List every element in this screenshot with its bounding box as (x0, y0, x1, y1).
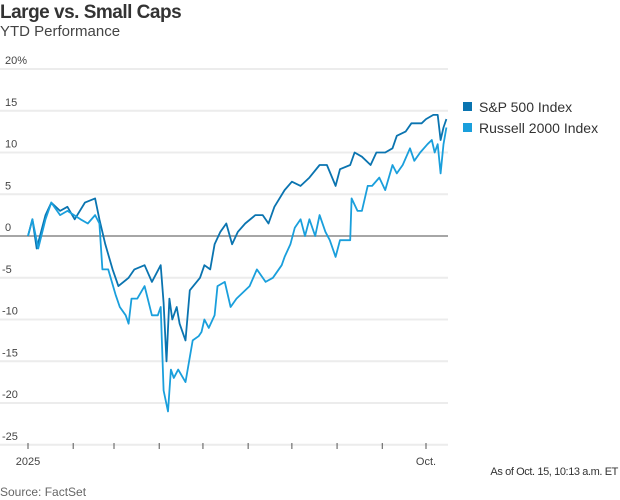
y-tick-label: -15 (2, 347, 18, 359)
legend-item-russell2000: Russell 2000 Index (463, 117, 598, 138)
y-tick-label: -5 (2, 264, 12, 276)
legend: S&P 500 Index Russell 2000 Index (463, 96, 598, 138)
y-tick-label: 15 (5, 97, 17, 109)
y-tick-label: -25 (2, 431, 18, 443)
y-tick-label: 0 (5, 222, 11, 234)
y-tick-label: -20 (2, 389, 18, 401)
legend-swatch-sp500 (463, 102, 472, 111)
source-note: Source: FactSet (0, 485, 87, 499)
chart-title: Large vs. Small Caps (0, 2, 182, 23)
legend-item-sp500: S&P 500 Index (463, 96, 598, 117)
y-tick-label: 5 (5, 180, 11, 192)
legend-label: S&P 500 Index (479, 98, 573, 115)
legend-swatch-russell2000 (463, 123, 472, 132)
y-tick-label: -10 (2, 306, 18, 318)
legend-label: Russell 2000 Index (479, 119, 599, 136)
y-tick-label: 20% (5, 55, 27, 67)
y-tick-label: 10 (5, 139, 17, 151)
x-tick-label: 2025 (16, 456, 40, 468)
russell2000-line (27, 127, 448, 413)
sp500-line (27, 114, 448, 363)
as-of-note: As of Oct. 15, 10:13 a.m. ET (490, 466, 618, 478)
chart-subtitle: YTD Performance (0, 23, 121, 40)
x-tick-label: Oct. (416, 456, 436, 468)
